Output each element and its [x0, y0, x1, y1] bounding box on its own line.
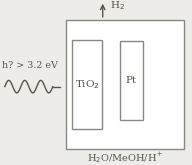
Text: TiO$_2$: TiO$_2$: [74, 78, 99, 91]
Text: H$_2$: H$_2$: [110, 0, 125, 12]
Bar: [72, 40, 102, 129]
Bar: [120, 41, 143, 120]
Text: Pt: Pt: [126, 76, 137, 85]
Bar: [66, 20, 184, 149]
Text: h? > 3.2 eV: h? > 3.2 eV: [2, 62, 58, 70]
Text: H$_2$O/MeOH/H$^+$: H$_2$O/MeOH/H$^+$: [87, 150, 164, 165]
